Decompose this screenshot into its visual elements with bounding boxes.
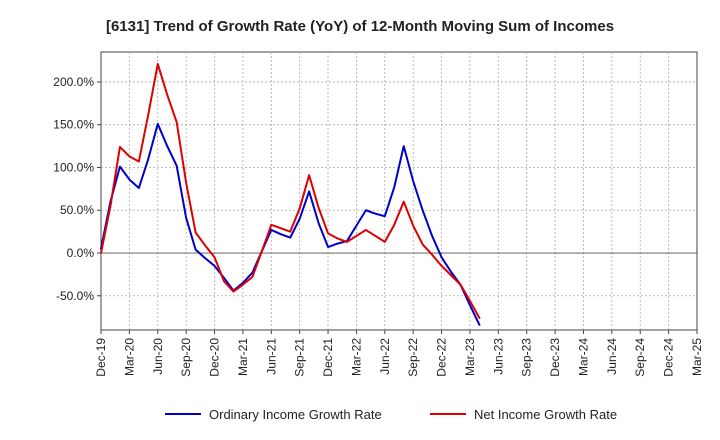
x-tick-label: Dec-22	[435, 338, 449, 377]
x-tick-label: Sep-22	[406, 338, 420, 377]
series-group	[100, 62, 481, 326]
x-tick-label: Sep-20	[179, 338, 193, 377]
x-tick-label: Jun-21	[264, 338, 278, 375]
y-axis-ticks: 200.0% 150.0% 100.0% 50.0% 0.0% -50.0%	[53, 75, 101, 303]
chart-title: [6131] Trend of Growth Rate (YoY) of 12-…	[106, 18, 614, 35]
legend: Ordinary Income Growth Rate Net Income Gr…	[165, 407, 617, 422]
y-tick-label: 50.0%	[60, 203, 94, 217]
x-tick-label: Sep-21	[293, 338, 307, 377]
y-tick-label: -50.0%	[56, 289, 94, 303]
y-tick-label: 0.0%	[67, 246, 95, 260]
x-tick-label: Sep-24	[633, 338, 647, 377]
x-tick-label: Mar-21	[236, 338, 250, 376]
x-axis-ticks: Dec-19 Mar-20 Jun-20 Sep-20 Dec-20 Mar-21 Jun-…	[94, 330, 704, 377]
x-tick-label: Jun-22	[378, 338, 392, 375]
x-tick-label: Dec-19	[94, 338, 108, 377]
x-tick-label: Mar-23	[463, 338, 477, 376]
y-tick-label: 150.0%	[53, 118, 94, 132]
legend-label-2: Net Income Growth Rate	[474, 407, 617, 422]
series-line-2	[100, 62, 481, 320]
x-tick-label: Dec-20	[208, 338, 222, 377]
x-tick-label: Jun-20	[151, 338, 165, 375]
x-tick-label: Dec-23	[548, 338, 562, 377]
x-tick-label: Mar-22	[349, 338, 363, 376]
x-tick-label: Dec-24	[662, 338, 676, 377]
x-tick-label: Jun-24	[605, 338, 619, 375]
x-tick-label: Sep-23	[520, 338, 534, 377]
x-tick-label: Jun-23	[491, 338, 505, 375]
x-tick-label: Mar-24	[576, 338, 590, 376]
x-tick-label: Mar-20	[122, 338, 136, 376]
legend-label-1: Ordinary Income Growth Rate	[209, 407, 382, 422]
y-tick-label: 100.0%	[53, 160, 94, 174]
x-tick-label: Dec-21	[321, 338, 335, 377]
series-line-1	[100, 122, 481, 326]
x-tick-label: Mar-25	[690, 338, 704, 376]
plot-area	[100, 51, 698, 331]
y-tick-label: 200.0%	[53, 75, 94, 89]
